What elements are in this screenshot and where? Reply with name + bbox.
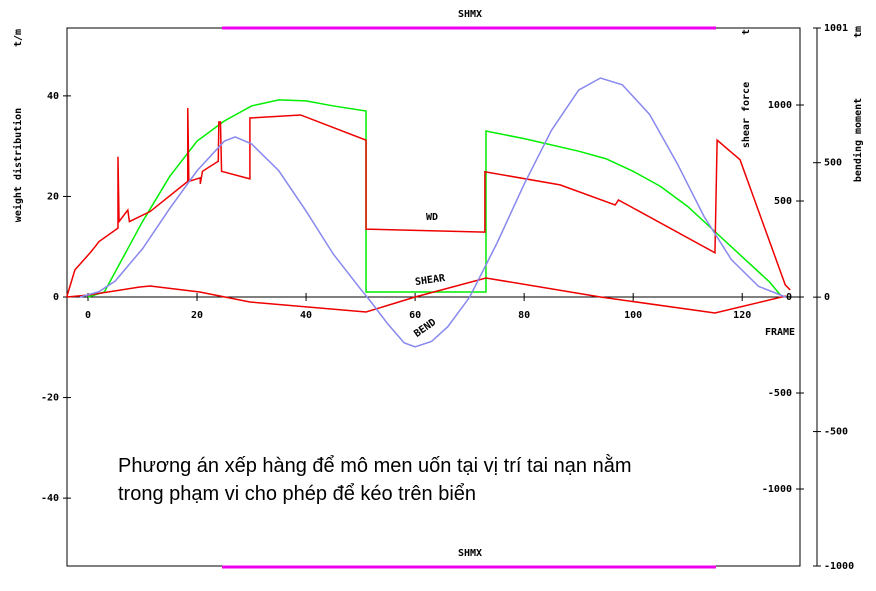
y2-axis-title: shear force [741,82,752,148]
x-tick-label: 0 [85,310,91,321]
caption-line: Phương án xếp hàng để mô men uốn tại vị … [118,454,631,477]
series-label: WD [426,212,438,223]
y-axis-title: weight distribution [12,108,24,222]
y3-tick-label: 500 [824,158,842,169]
y2-tick-label: 0 [786,292,792,303]
y3-tick-label: 0 [824,292,830,303]
y2-tick-label: 1000 [768,100,792,111]
y-tick-label: 0 [53,292,59,303]
y3-tick-label: 1001 [824,23,848,34]
x-axis-title: FRAME [765,327,795,338]
series-line [66,277,786,314]
y-tick-label: 20 [47,191,59,202]
bottom-label: SHMX [458,548,482,559]
y2-tick-label: -1000 [762,484,792,495]
y-tick-label: -20 [41,393,59,404]
x-tick-label: 40 [300,310,312,321]
y2-tick-label: -500 [768,388,792,399]
x-tick-label: 80 [518,310,530,321]
x-tick-label: 20 [191,310,203,321]
top-label: SHMX [458,9,482,20]
y3-axis-unit: tm [853,26,864,38]
y-tick-label: -40 [41,493,59,504]
x-tick-label: 100 [624,310,642,321]
y3-tick-label: -500 [824,427,848,438]
y3-tick-label: -1000 [824,561,854,572]
series-line [79,77,787,348]
series-line [87,99,781,298]
y-tick-label: 40 [47,91,59,102]
x-tick-label: 120 [733,310,751,321]
y3-axis-title: bending moment [852,98,864,182]
y2-tick-label: 500 [774,196,792,207]
x-tick-label: 60 [409,310,421,321]
series-line [66,107,791,298]
caption-line: trong phạm vi cho phép để kéo trên biển [118,483,476,505]
y-axis-unit: t/m [13,29,24,47]
series-label: SHEAR [414,273,446,288]
y2-axis-unit: t [741,29,752,35]
